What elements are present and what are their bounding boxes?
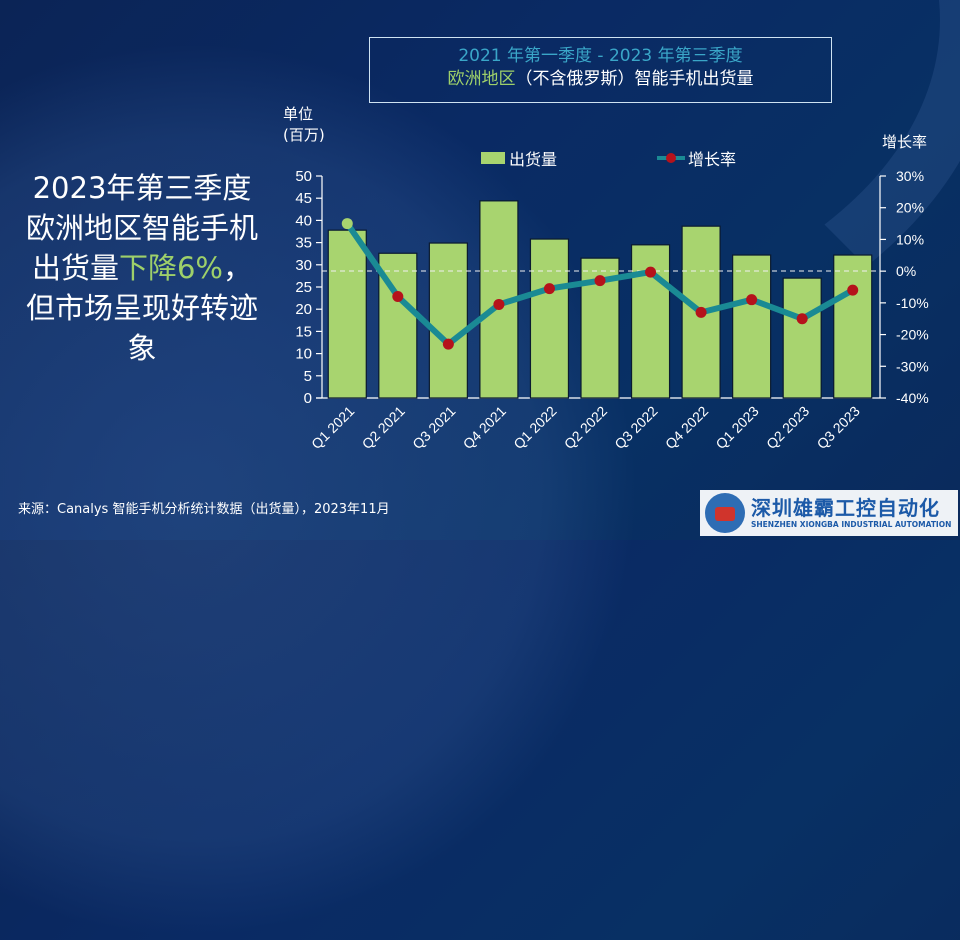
legend-line: 增长率 (657, 146, 736, 170)
company-logo: 深圳雄霸工控自动化 SHENZHEN XIONGBA INDUSTRIAL AU… (700, 490, 958, 536)
unit-line1: 单位 (283, 105, 314, 123)
title-region-highlight: 欧洲地区 (447, 69, 516, 89)
logo-cn-text: 深圳雄霸工控自动化 (751, 496, 940, 520)
headline-text: 2023年第三季度欧洲地区智能手机出货量下降6%，但市场呈现好转迹象 (22, 168, 262, 368)
left-tick-label: 0 (304, 390, 312, 407)
growth-marker (442, 338, 454, 350)
legend-line-swatch (657, 153, 685, 163)
right-tick-label: -20% (896, 327, 929, 343)
headline-part1: 2023年第三季度欧洲地区智能手机出货量 (25, 171, 258, 285)
left-tick-label: 30 (295, 257, 312, 274)
right-tick-label: -30% (896, 358, 929, 374)
x-category-label: Q3 2023 (814, 403, 863, 452)
x-category-label: Q2 2023 (763, 403, 812, 452)
growth-marker (847, 284, 859, 296)
right-tick-label: 30% (896, 168, 924, 184)
logo-en-text: SHENZHEN XIONGBA INDUSTRIAL AUTOMATION (751, 520, 952, 529)
x-category-label: Q4 2021 (460, 403, 509, 452)
bar-series (327, 200, 873, 399)
growth-marker (695, 306, 707, 318)
left-tick-label: 35 (295, 235, 312, 252)
x-category-label: Q2 2022 (561, 403, 610, 452)
growth-marker (341, 218, 353, 230)
growth-marker (543, 283, 555, 295)
left-tick-label: 5 (304, 368, 312, 385)
shipment-bar (732, 254, 772, 399)
bear-mascot-icon (705, 493, 745, 533)
unit-line2: (百万) (283, 126, 325, 144)
left-tick-label: 40 (295, 212, 312, 229)
chart-title-period: 2021 年第一季度 - 2023 年第三季度 (458, 46, 743, 66)
growth-marker (594, 275, 606, 287)
title-subject-rest: （不含俄罗斯）智能手机出货量 (515, 69, 754, 89)
left-tick-label: 20 (295, 301, 312, 318)
right-tick-label: 20% (896, 200, 924, 216)
right-tick-label: 0% (896, 263, 916, 279)
shipment-bar (327, 229, 367, 399)
chart-title-subject: 欧洲地区（不含俄罗斯）智能手机出货量 (370, 67, 831, 91)
shipment-bar (529, 238, 570, 399)
chart-title-box: 2021 年第一季度 - 2023 年第三季度 欧洲地区（不含俄罗斯）智能手机出… (369, 37, 832, 103)
x-axis-labels: Q1 2021 Q2 2021 Q3 2021 Q4 2021 Q1 2022 Q2 20… (308, 403, 863, 452)
growth-marker (796, 313, 808, 325)
left-tick-label: 15 (295, 323, 312, 340)
growth-line-series (341, 218, 859, 350)
x-category-label: Q2 2021 (359, 403, 408, 452)
x-category-label: Q3 2021 (409, 403, 458, 452)
left-axis-unit-label: 单位 (百万) (283, 104, 325, 146)
source-note: 来源：Canalys 智能手机分析统计数据（出货量），2023年11月 (18, 502, 390, 517)
x-category-label: Q1 2022 (510, 403, 559, 452)
legend-line-label: 增长率 (688, 150, 737, 169)
shipment-bar (833, 254, 873, 399)
legend-bar-swatch (481, 152, 505, 164)
right-tick-label: -10% (896, 295, 929, 311)
left-tick-label: 45 (295, 190, 312, 207)
right-axis-label: 增长率 (882, 133, 928, 151)
shipment-bar (782, 277, 822, 399)
shipment-bar (428, 242, 468, 399)
growth-marker (645, 266, 657, 278)
shipment-bar (630, 244, 671, 399)
x-category-label: Q4 2022 (662, 403, 711, 452)
legend-bar: 出货量 (481, 146, 557, 170)
left-tick-label: 10 (295, 346, 312, 363)
right-tick-label: -40% (896, 390, 929, 406)
left-tick-label: 50 (295, 168, 312, 185)
x-category-label: Q1 2021 (308, 403, 357, 452)
right-tick-label: 10% (896, 231, 924, 247)
growth-marker (746, 294, 758, 306)
growth-marker (392, 291, 404, 303)
headline-highlight: 下降6% (118, 251, 223, 285)
x-category-label: Q3 2022 (611, 403, 660, 452)
legend-bar-label: 出货量 (509, 150, 558, 169)
growth-marker (493, 298, 505, 310)
x-category-label: Q1 2023 (712, 403, 761, 452)
headline-part2: ，但市场呈现好转迹象 (25, 251, 258, 365)
left-tick-label: 25 (295, 279, 312, 296)
combo-chart: 0 5 10 15 20 25 30 35 40 45 50 -40% -30% -20% -10% 0% 10… (295, 168, 929, 452)
